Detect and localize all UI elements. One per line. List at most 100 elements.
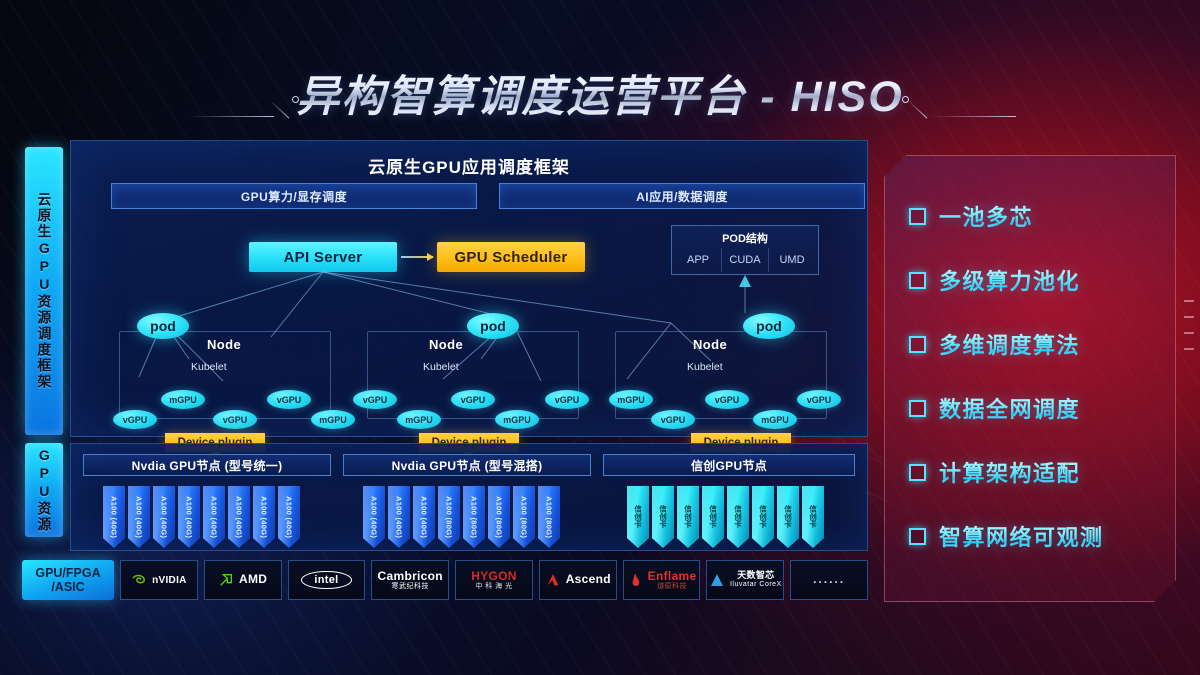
gpu-card[interactable]: A100 (40G) [103, 486, 125, 548]
vendor-name: Cambricon 寒武纪科技 [378, 569, 443, 591]
feature-item[interactable]: 计算架构适配 [909, 440, 1175, 504]
feature-item[interactable]: 智算网络可观测 [909, 504, 1175, 568]
gpu-card[interactable]: 信创卡 [627, 486, 649, 548]
vendor-ascend[interactable]: Ascend [538, 560, 617, 600]
kubelet-label: Kubelet [423, 361, 459, 373]
sidebar-label-gpu-resource: GPU资源 [25, 443, 63, 537]
pod-cell-umd: UMD [779, 254, 805, 266]
gpu-scheduler-node[interactable]: GPU Scheduler [437, 242, 585, 272]
gpu-card[interactable]: 信创卡 [677, 486, 699, 548]
edge-accent [1184, 348, 1194, 350]
vgpu-badge[interactable]: vGPU [545, 390, 589, 409]
gpu-card-label: 信创卡 [733, 505, 743, 529]
vendor-name-sub: 中 科 海 光 [475, 582, 513, 590]
title-left-decoration [188, 96, 308, 120]
vgpu-badge[interactable]: vGPU [213, 410, 257, 429]
vendor-name-main: 天数智芯 [737, 570, 775, 581]
gpu-card[interactable]: A100 (80G) [513, 486, 535, 548]
node-title: Node [207, 337, 242, 352]
subbar-ai-data[interactable]: AI应用/数据调度 [499, 183, 865, 209]
vendor-name-main: HYGON [471, 568, 517, 583]
mgpu-badge[interactable]: mGPU [161, 390, 205, 409]
gpu-card[interactable]: 信创卡 [727, 486, 749, 548]
page-title: 异构智算调度运营平台 - HISO [296, 62, 903, 124]
api-server-node[interactable]: API Server [249, 242, 397, 272]
vendor-enflame[interactable]: Enflame 燧原科技 [622, 560, 701, 600]
vendor-hygon[interactable]: HYGON 中 科 海 光 [455, 560, 533, 600]
gpu-card[interactable]: 信创卡 [702, 486, 724, 548]
gpu-card-label: A100 (40G) [369, 495, 379, 539]
enflame-logo-icon [632, 573, 639, 586]
gpu-card-label: 信创卡 [633, 505, 643, 529]
vgpu-badge[interactable]: vGPU [705, 390, 749, 409]
checkbox-icon [909, 464, 926, 481]
vgpu-badge[interactable]: vGPU [651, 410, 695, 429]
feature-highlights-panel: 一池多芯 多级算力池化 多维调度算法 数据全网调度 计算架构适配 智算网络可观测 [884, 155, 1176, 602]
amd-logo-icon [220, 574, 233, 586]
kubelet-label: Kubelet [687, 361, 723, 373]
framework-title: 云原生GPU应用调度框架 [368, 158, 570, 177]
pod-badge[interactable]: pod [467, 313, 519, 339]
gpu-card[interactable]: 信创卡 [752, 486, 774, 548]
feature-label: 数据全网调度 [939, 392, 1080, 424]
vendor-more[interactable]: ...... [790, 560, 869, 600]
vgpu-badge[interactable]: vGPU [267, 390, 311, 409]
gpu-card[interactable]: A100 (40G) [253, 486, 275, 548]
feature-item[interactable]: 多维调度算法 [909, 312, 1175, 376]
gpu-card-label: A100 (80G) [494, 495, 504, 539]
node-group: pod Node Kubelet vGPU mGPU vGPU mGPU vGP… [347, 313, 595, 461]
gpu-card[interactable]: A100 (40G) [128, 486, 150, 548]
subbar-gpu-compute[interactable]: GPU算力/显存调度 [111, 183, 477, 209]
gpu-card[interactable]: A100 (40G) [228, 486, 250, 548]
mgpu-badge[interactable]: mGPU [311, 410, 355, 429]
vendor-name-sub: 燧原科技 [657, 582, 688, 590]
pod-cell-app: APP [675, 248, 722, 272]
gpu-card[interactable]: A100 (80G) [463, 486, 485, 548]
feature-item[interactable]: 一池多芯 [909, 184, 1175, 248]
gpu-card[interactable]: A100 (80G) [488, 486, 510, 548]
gpu-card[interactable]: 信创卡 [777, 486, 799, 548]
checkbox-icon [909, 208, 926, 225]
gpu-node-bar-nvidia-uniform[interactable]: Nvdia GPU节点 (型号统一) [83, 454, 331, 476]
vendor-amd[interactable]: AMD [203, 560, 282, 600]
feature-item[interactable]: 多级算力池化 [909, 248, 1175, 312]
gpu-card[interactable]: A100 (40G) [203, 486, 225, 548]
gpu-card[interactable]: A100 (40G) [153, 486, 175, 548]
vendor-name: intel [301, 570, 352, 590]
vendor-cambricon[interactable]: Cambricon 寒武纪科技 [371, 560, 450, 600]
vgpu-badge[interactable]: vGPU [797, 390, 841, 409]
gpu-card[interactable]: A100 (80G) [438, 486, 460, 548]
gpu-card[interactable]: A100 (40G) [178, 486, 200, 548]
gpu-node-bar-nvidia-mixed[interactable]: Nvdia GPU节点 (型号混搭) [343, 454, 591, 476]
gpu-node-bar-domestic[interactable]: 信创GPU节点 [603, 454, 855, 476]
feature-label: 一池多芯 [939, 200, 1033, 232]
gpu-card-strip: A100 (40G) A100 (40G) A100 (40G) A100 (40G)… [103, 486, 300, 548]
vendor-name-main: Enflame [647, 568, 697, 583]
pod-badge[interactable]: pod [743, 313, 795, 339]
gpu-card[interactable]: A100 (40G) [363, 486, 385, 548]
pod-badge[interactable]: pod [137, 313, 189, 339]
gpu-card-label: A100 (40G) [419, 495, 429, 539]
vendor-iluvatar[interactable]: 天数智芯 Iluvatar CoreX [706, 560, 785, 600]
vgpu-badge[interactable]: vGPU [113, 410, 157, 429]
gpu-card[interactable]: 信创卡 [652, 486, 674, 548]
vgpu-badge[interactable]: vGPU [451, 390, 495, 409]
vgpu-badge[interactable]: vGPU [353, 390, 397, 409]
vendor-intel[interactable]: intel [287, 560, 366, 600]
gpu-card[interactable]: A100 (40G) [278, 486, 300, 548]
vendor-category-tag: GPU/FPGA /ASIC [22, 560, 114, 600]
vendor-nvidia[interactable]: nVIDIA [120, 560, 198, 600]
gpu-card-label: A100 (40G) [209, 495, 219, 539]
feature-item[interactable]: 数据全网调度 [909, 376, 1175, 440]
gpu-card[interactable]: A100 (40G) [388, 486, 410, 548]
pod-structure-box: POD结构 APP CUDA UMD [671, 225, 819, 275]
mgpu-badge[interactable]: mGPU [397, 410, 441, 429]
mgpu-badge[interactable]: mGPU [609, 390, 653, 409]
gpu-card[interactable]: A100 (40G) [413, 486, 435, 548]
checkbox-icon [909, 272, 926, 289]
gpu-card[interactable]: A100 (80G) [538, 486, 560, 548]
mgpu-badge[interactable]: mGPU [495, 410, 539, 429]
gpu-card[interactable]: 信创卡 [802, 486, 824, 548]
mgpu-badge[interactable]: mGPU [753, 410, 797, 429]
vendor-logo-row: GPU/FPGA /ASIC nVIDIA AMD intel Cambrico… [22, 560, 869, 600]
